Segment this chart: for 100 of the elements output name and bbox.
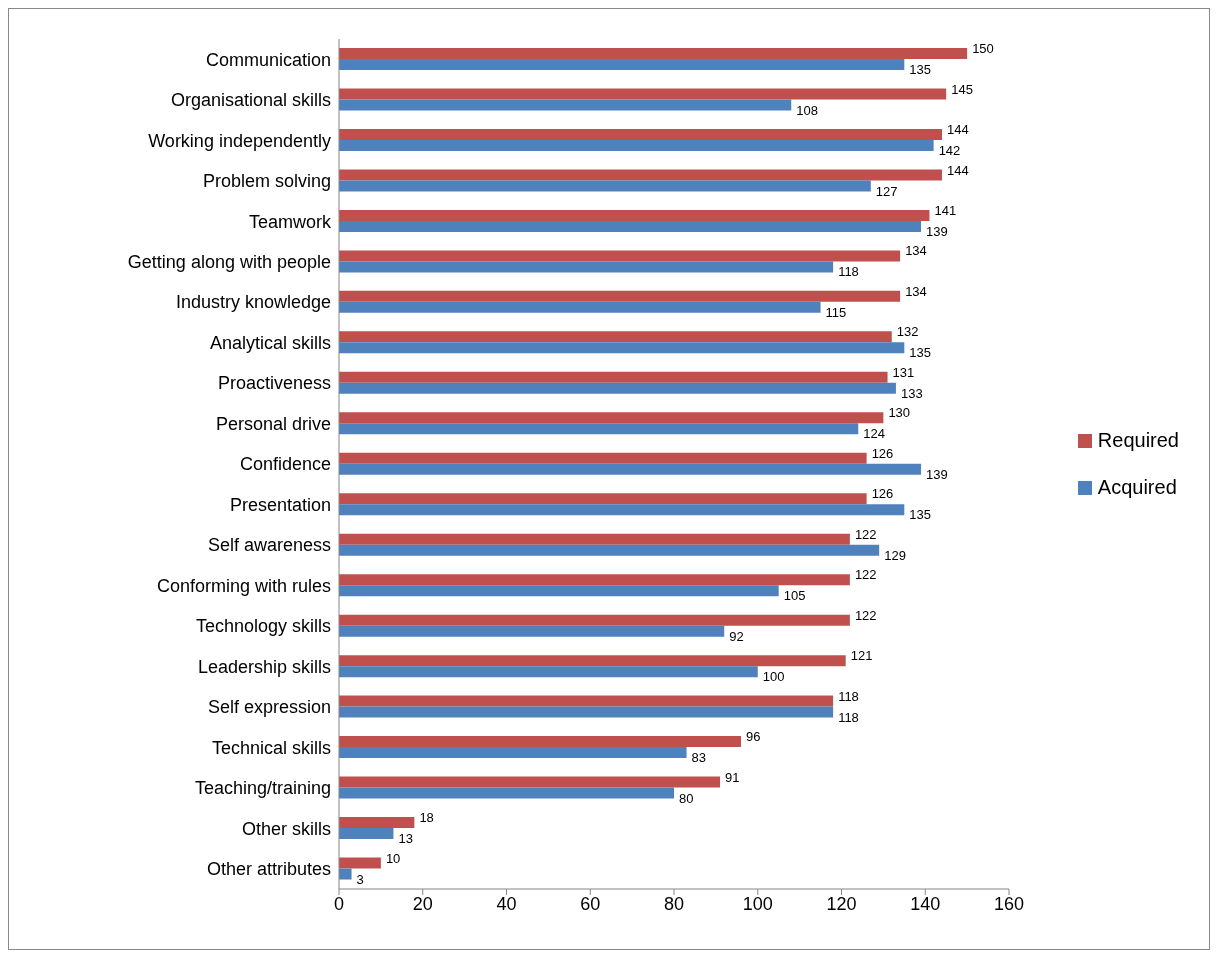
data-label: 139 bbox=[926, 224, 948, 240]
bar bbox=[339, 868, 352, 880]
bar bbox=[339, 585, 779, 597]
bar bbox=[339, 747, 687, 759]
x-tick-label: 60 bbox=[580, 893, 601, 914]
y-tick-label: Working independently bbox=[148, 130, 331, 151]
y-tick-label: Communication bbox=[205, 49, 331, 70]
data-label: 141 bbox=[934, 203, 957, 219]
bar bbox=[339, 857, 381, 869]
y-tick-label: Analytical skills bbox=[209, 332, 331, 353]
data-label: 121 bbox=[850, 648, 873, 664]
bar bbox=[339, 261, 834, 273]
y-tick-label: Teaching/training bbox=[194, 778, 331, 799]
data-label: 134 bbox=[905, 243, 927, 259]
data-label: 13 bbox=[398, 831, 413, 847]
bar bbox=[339, 533, 850, 545]
y-tick-label: Other attributes bbox=[206, 859, 331, 880]
bar bbox=[339, 301, 821, 313]
data-label: 3 bbox=[356, 871, 364, 887]
bar bbox=[339, 463, 922, 475]
bar bbox=[339, 574, 850, 586]
x-tick-label: 80 bbox=[663, 893, 685, 914]
data-label: 118 bbox=[838, 688, 859, 704]
data-label: 118 bbox=[838, 264, 859, 280]
bar bbox=[339, 828, 394, 840]
bar bbox=[339, 209, 930, 221]
x-tick-label: 20 bbox=[412, 893, 433, 914]
data-label: 129 bbox=[884, 547, 906, 563]
data-label: 96 bbox=[746, 729, 761, 745]
y-tick-label: Confidence bbox=[239, 454, 331, 475]
bar bbox=[339, 706, 834, 718]
y-tick-label: Self expression bbox=[207, 697, 331, 718]
y-tick-label: Getting along with people bbox=[127, 252, 331, 273]
data-label: 133 bbox=[900, 385, 923, 401]
data-label: 144 bbox=[947, 162, 969, 178]
bar bbox=[339, 342, 905, 354]
bar bbox=[339, 787, 674, 799]
bar bbox=[339, 290, 901, 302]
data-label: 131 bbox=[892, 364, 915, 380]
bar bbox=[339, 48, 968, 59]
data-label: 145 bbox=[951, 81, 973, 97]
y-tick-label: Organisational skills bbox=[170, 90, 331, 111]
data-label: 135 bbox=[909, 507, 932, 523]
x-tick-label: 100 bbox=[742, 893, 773, 914]
bar bbox=[339, 625, 725, 637]
data-label: 83 bbox=[691, 750, 707, 766]
data-label: 126 bbox=[871, 445, 894, 461]
y-tick-label: Personal drive bbox=[215, 413, 331, 434]
data-label: 127 bbox=[875, 183, 898, 199]
bar bbox=[339, 666, 758, 678]
y-tick-label: Technical skills bbox=[211, 737, 331, 758]
bar bbox=[339, 331, 892, 343]
y-tick-label: Problem solving bbox=[202, 171, 331, 192]
bar bbox=[339, 504, 905, 516]
data-label: 80 bbox=[679, 790, 694, 806]
data-label: 126 bbox=[871, 486, 894, 502]
data-label: 122 bbox=[854, 567, 877, 583]
y-tick-label: Technology skills bbox=[195, 616, 331, 637]
x-tick-label: 140 bbox=[910, 893, 941, 914]
bar bbox=[339, 250, 901, 262]
bar bbox=[339, 128, 942, 140]
data-label: 124 bbox=[863, 426, 885, 442]
bar bbox=[339, 776, 721, 788]
data-label: 18 bbox=[419, 810, 434, 826]
data-label: 132 bbox=[896, 324, 919, 340]
bar bbox=[339, 695, 834, 707]
y-tick-label: Teamwork bbox=[248, 211, 332, 232]
bar bbox=[339, 139, 934, 151]
y-tick-label: Presentation bbox=[229, 494, 331, 515]
data-label: 10 bbox=[385, 850, 401, 866]
data-label: 135 bbox=[909, 62, 932, 78]
bar bbox=[339, 423, 859, 435]
x-tick-label: 160 bbox=[993, 893, 1025, 914]
bar bbox=[339, 99, 792, 111]
bar bbox=[339, 382, 896, 394]
data-label: 118 bbox=[838, 709, 859, 725]
data-label: 105 bbox=[783, 588, 806, 604]
bar bbox=[339, 180, 871, 192]
bar bbox=[339, 220, 922, 232]
legend-label: Acquired bbox=[1097, 476, 1177, 499]
data-label: 135 bbox=[909, 345, 932, 361]
bar bbox=[339, 614, 850, 626]
bar bbox=[339, 452, 867, 464]
y-tick-label: Conforming with rules bbox=[156, 575, 331, 596]
x-tick-label: 0 bbox=[333, 893, 345, 914]
data-label: 142 bbox=[938, 143, 961, 159]
bar bbox=[339, 544, 880, 556]
data-label: 91 bbox=[725, 769, 740, 785]
legend-label: Required bbox=[1097, 429, 1179, 452]
y-tick-label: Proactiveness bbox=[217, 373, 331, 394]
x-tick-label: 120 bbox=[826, 893, 857, 914]
bar bbox=[339, 169, 942, 181]
data-label: 108 bbox=[796, 102, 818, 118]
y-tick-label: Other skills bbox=[241, 818, 331, 839]
data-label: 144 bbox=[947, 122, 969, 138]
bar bbox=[339, 59, 905, 70]
bar bbox=[339, 88, 947, 100]
data-label: 130 bbox=[888, 405, 911, 421]
data-label: 139 bbox=[926, 466, 948, 482]
y-tick-label: Leadership skills bbox=[197, 656, 331, 677]
